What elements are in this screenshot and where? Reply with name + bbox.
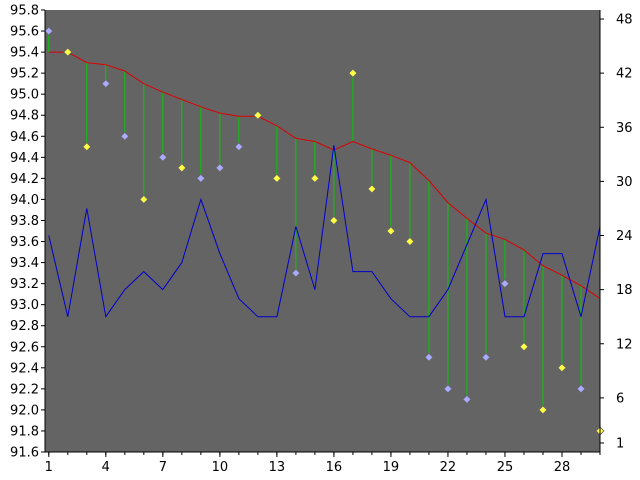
- left-tick-label: 92.0: [10, 403, 39, 418]
- data-point-marker: [576, 384, 586, 394]
- bottom-axis-ticks: 1 4 7 10 13 16 19 22 25 28: [45, 452, 601, 475]
- left-tick-label: 93.4: [10, 256, 39, 271]
- data-point-marker: [405, 236, 415, 247]
- right-axis-ticks: 1 6 12 18 24 30 36 42 48: [600, 13, 633, 451]
- left-tick-label: 92.6: [10, 340, 39, 355]
- left-tick-label: 95.6: [10, 25, 39, 40]
- left-tick-label: 93.6: [10, 235, 39, 250]
- data-point-marker: [386, 226, 396, 236]
- left-tick-label: 95.4: [10, 46, 39, 61]
- left-tick-label: 92.8: [10, 319, 39, 334]
- data-point-marker: [82, 142, 92, 152]
- data-point-marker: [367, 184, 377, 194]
- bottom-tick-label: 1: [45, 460, 53, 475]
- data-point-marker: [158, 152, 168, 162]
- left-tick-label: 91.8: [10, 424, 39, 439]
- data-point-marker: [291, 268, 301, 278]
- right-tick-label: 6: [616, 391, 624, 406]
- data-point-marker: [500, 279, 510, 289]
- bottom-tick-label: 25: [497, 460, 514, 475]
- volume-line: [48, 145, 601, 318]
- data-point-marker: [424, 352, 434, 362]
- left-tick-label: 93.8: [10, 214, 39, 229]
- data-point-marker: [234, 142, 244, 152]
- markers-group: [44, 26, 605, 436]
- bottom-tick-label: 7: [159, 460, 167, 475]
- data-point-marker: [44, 26, 54, 36]
- right-tick-label: 42: [616, 67, 633, 82]
- bottom-tick-label: 13: [269, 460, 286, 475]
- bottom-tick-label: 10: [212, 460, 229, 475]
- bottom-tick-label: 28: [554, 460, 571, 475]
- data-point-marker: [443, 384, 453, 394]
- right-tick-label: 48: [616, 13, 633, 28]
- data-point-marker: [215, 163, 225, 173]
- left-tick-label: 95.0: [10, 88, 39, 103]
- data-point-marker: [253, 110, 263, 120]
- reference-line-group: [48, 51, 601, 299]
- right-tick-label: 18: [616, 283, 633, 298]
- left-tick-label: 92.4: [10, 361, 39, 376]
- left-tick-label: 94.4: [10, 151, 39, 166]
- reference-line: [48, 51, 601, 299]
- right-tick-label: 36: [616, 121, 633, 136]
- left-tick-label: 94.6: [10, 130, 39, 145]
- left-tick-label: 94.2: [10, 172, 39, 187]
- bottom-tick-label: 4: [102, 460, 110, 475]
- data-point-marker: [462, 394, 472, 404]
- data-point-marker: [348, 68, 358, 78]
- volume-line-group: [48, 145, 601, 318]
- data-point-marker: [63, 47, 73, 57]
- right-tick-label: 24: [616, 229, 633, 244]
- data-point-marker: [272, 173, 282, 183]
- axes-group: [44, 10, 601, 453]
- stems-group: [48, 31, 601, 431]
- left-tick-label: 91.6: [10, 446, 39, 461]
- right-tick-label: 1: [616, 436, 624, 451]
- data-point-marker: [538, 405, 548, 415]
- bottom-tick-label: 16: [326, 460, 343, 475]
- data-point-marker: [329, 215, 339, 226]
- data-point-marker: [139, 194, 149, 204]
- left-tick-label: 95.2: [10, 67, 39, 82]
- left-tick-label: 93.2: [10, 277, 39, 292]
- bottom-tick-label: 19: [383, 460, 400, 475]
- left-tick-label: 93.0: [10, 298, 39, 313]
- left-tick-label: 95.8: [10, 4, 39, 19]
- data-point-marker: [310, 173, 320, 183]
- data-point-marker: [519, 342, 529, 352]
- data-point-marker: [557, 363, 567, 373]
- right-tick-label: 30: [616, 175, 633, 190]
- data-point-marker: [196, 173, 206, 183]
- left-tick-label: 94.8: [10, 109, 39, 124]
- left-axis-ticks: 91.6 91.8 92.0 92.2 92.4 92.6 92.8 93.0 93.2 93.4…: [10, 4, 45, 461]
- bottom-tick-label: 22: [440, 460, 457, 475]
- left-tick-label: 92.2: [10, 382, 39, 397]
- data-point-marker: [101, 79, 111, 89]
- right-tick-label: 12: [616, 337, 633, 352]
- data-point-marker: [177, 163, 187, 173]
- data-point-marker: [120, 131, 130, 141]
- left-tick-label: 94.0: [10, 193, 39, 208]
- data-point-marker: [481, 352, 491, 362]
